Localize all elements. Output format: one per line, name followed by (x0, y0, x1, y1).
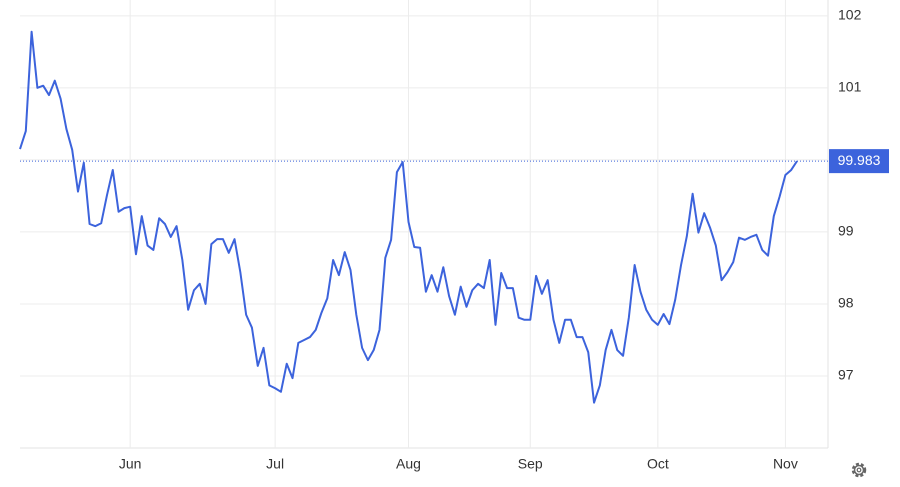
y-tick-label: 98 (838, 295, 854, 311)
gear-ring (853, 464, 865, 476)
x-tick-label: Oct (647, 456, 669, 472)
y-tick-label: 97 (838, 367, 854, 383)
y-tick-label: 101 (838, 79, 862, 95)
last-value-label: 99.983 (838, 152, 881, 168)
price-line (19, 30, 798, 404)
x-tick-label: Aug (396, 456, 421, 472)
x-tick-label: Nov (773, 456, 798, 472)
y-tick-label: 99 (838, 223, 854, 239)
x-tick-label: Sep (518, 456, 543, 472)
settings-icon[interactable] (851, 462, 867, 478)
last-value-box (829, 149, 889, 174)
gear-hub (856, 467, 862, 473)
x-tick-label: Jun (119, 456, 142, 472)
x-tick-label: Jul (266, 456, 284, 472)
gear-teeth (851, 462, 867, 478)
y-tick-label: 102 (838, 7, 862, 23)
